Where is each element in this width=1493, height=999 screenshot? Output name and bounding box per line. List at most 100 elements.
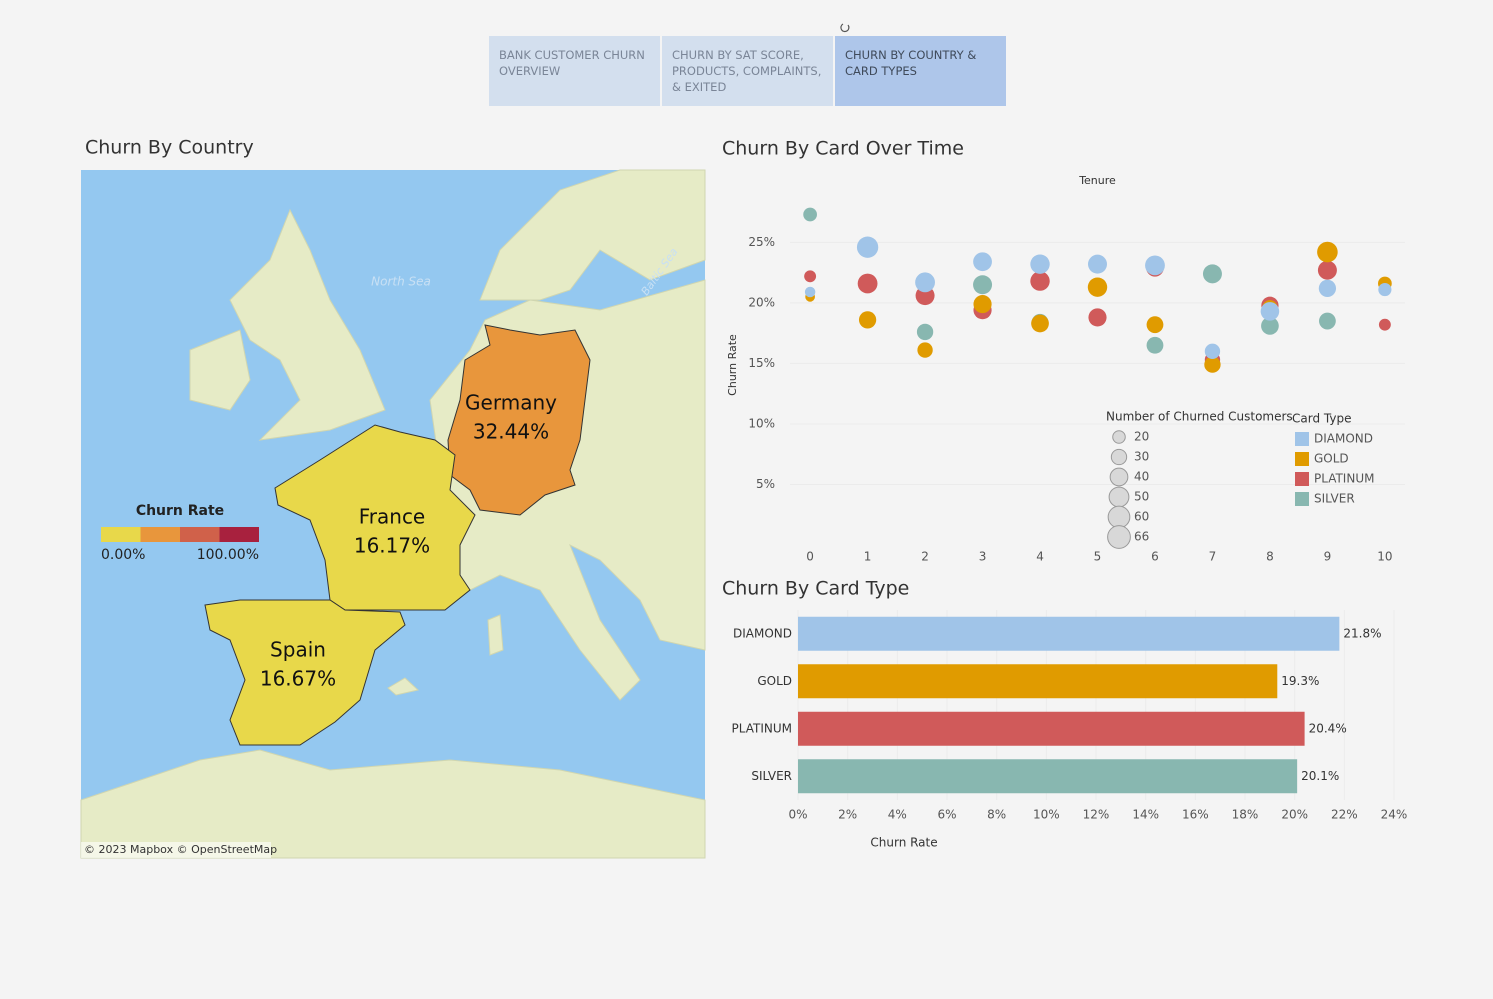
- bubble: [803, 207, 817, 222]
- bubble: [1146, 336, 1164, 354]
- size-legend-title: Number of Churned Customers: [1106, 410, 1293, 424]
- size-legend-label: 20: [1134, 430, 1149, 444]
- bubble: [917, 342, 933, 358]
- x-tick-label: 9: [1324, 550, 1332, 564]
- x-tick-label: 24%: [1381, 808, 1408, 822]
- legend-swatch: [180, 527, 220, 542]
- map-land: [80, 749, 706, 859]
- size-legend-bubble: [1108, 486, 1130, 508]
- legend-label: DIAMOND: [1314, 432, 1373, 446]
- x-tick-label: 6: [1151, 550, 1159, 564]
- nav-tab[interactable]: BANK CUSTOMER CHURN OVERVIEW: [489, 36, 660, 106]
- value-label: 20.1%: [1301, 769, 1339, 783]
- x-tick-label: 16%: [1182, 808, 1209, 822]
- bubble: [804, 270, 817, 283]
- bubble: [857, 273, 878, 294]
- bubble: [858, 311, 877, 329]
- value-label: 19.3%: [1281, 674, 1319, 688]
- y-tick-label: 15%: [748, 356, 775, 370]
- x-tick-label: 18%: [1232, 808, 1259, 822]
- value-label: 20.4%: [1309, 721, 1347, 735]
- map-land: [189, 329, 251, 411]
- bubble: [1260, 302, 1280, 321]
- bubble: [1378, 283, 1392, 297]
- legend-label: SILVER: [1314, 492, 1355, 506]
- x-tick-label: 10%: [1033, 808, 1060, 822]
- bubble: [1145, 255, 1165, 276]
- bubble: [1030, 271, 1050, 291]
- legend-tick-label: 0.00%: [101, 547, 145, 563]
- legend-swatch: [219, 527, 259, 542]
- x-tick-label: 22%: [1331, 808, 1358, 822]
- x-tick-label: 10: [1377, 550, 1392, 564]
- x-axis-title: Tenure: [1078, 174, 1116, 187]
- bubble: [1319, 312, 1336, 330]
- y-tick-label: 25%: [748, 235, 775, 249]
- x-tick-label: 7: [1209, 550, 1217, 564]
- size-legend-bubble: [1107, 505, 1131, 529]
- size-legend-label: 66: [1134, 530, 1149, 544]
- x-tick-label: 1: [864, 550, 872, 564]
- legend-label: PLATINUM: [1314, 472, 1374, 486]
- bubble: [1261, 317, 1279, 335]
- bubble: [1202, 264, 1222, 284]
- bubble: [1088, 254, 1107, 274]
- bubble: [1317, 241, 1338, 263]
- bubble: [973, 275, 993, 295]
- y-tick-label: SILVER: [751, 769, 792, 783]
- map-land: [229, 208, 386, 441]
- value-label: 21.8%: [1343, 626, 1381, 640]
- country-name: France: [359, 505, 426, 529]
- country: [204, 599, 406, 746]
- nav-tab[interactable]: CHURN BY COUNTRY & CARD TYPES: [835, 36, 1006, 106]
- y-tick-label: 5%: [756, 477, 775, 491]
- map-land: [387, 677, 420, 696]
- country: [274, 424, 476, 611]
- x-tick-label: 20%: [1281, 808, 1308, 822]
- legend-title: Card Type: [1292, 412, 1351, 426]
- legend-swatch: [101, 527, 141, 542]
- bubble: [915, 272, 935, 293]
- bubble: [1204, 356, 1221, 373]
- legend-title: Churn Rate: [136, 503, 224, 519]
- map-label: North Sea: [371, 275, 431, 289]
- size-legend-bubble: [1112, 430, 1126, 444]
- x-axis-title: Churn Rate: [870, 836, 937, 850]
- bubble: [973, 252, 992, 272]
- country-name: Spain: [270, 638, 326, 662]
- legend-swatch: [1295, 452, 1309, 466]
- x-tick-label: 5: [1094, 550, 1102, 564]
- chart-title: Churn By Country: [85, 137, 254, 159]
- y-tick-label: DIAMOND: [733, 626, 792, 640]
- y-axis-title: Churn Rate: [726, 334, 739, 396]
- country-value: 16.67%: [260, 667, 336, 691]
- country-value: 16.17%: [354, 534, 430, 558]
- y-tick-label: 20%: [748, 295, 775, 309]
- bubble: [1031, 314, 1049, 333]
- x-tick-label: 8%: [987, 808, 1006, 822]
- x-tick-label: 8: [1266, 550, 1274, 564]
- bar: [798, 759, 1298, 794]
- x-tick-label: 0: [806, 550, 814, 564]
- bubble: [1088, 308, 1107, 327]
- map-land: [487, 614, 504, 656]
- legend-tick-label: 100.00%: [197, 547, 259, 563]
- legend-label: GOLD: [1314, 452, 1349, 466]
- map-land: [479, 169, 706, 301]
- bubble: [1030, 254, 1050, 274]
- legend-swatch: [1295, 492, 1309, 506]
- size-legend-label: 50: [1134, 490, 1149, 504]
- bubble: [916, 323, 934, 341]
- country: [447, 324, 591, 516]
- x-tick-label: 14%: [1132, 808, 1159, 822]
- size-legend-bubble: [1109, 467, 1129, 487]
- x-tick-label: 2%: [838, 808, 857, 822]
- size-legend-label: 30: [1134, 450, 1149, 464]
- x-tick-label: 12%: [1083, 808, 1110, 822]
- legend-swatch: [1295, 432, 1309, 446]
- nav-tab[interactable]: CHURN BY SAT SCORE, PRODUCTS, COMPLAINTS…: [662, 36, 833, 106]
- country-name: Germany: [465, 391, 557, 415]
- bubble: [1318, 279, 1337, 297]
